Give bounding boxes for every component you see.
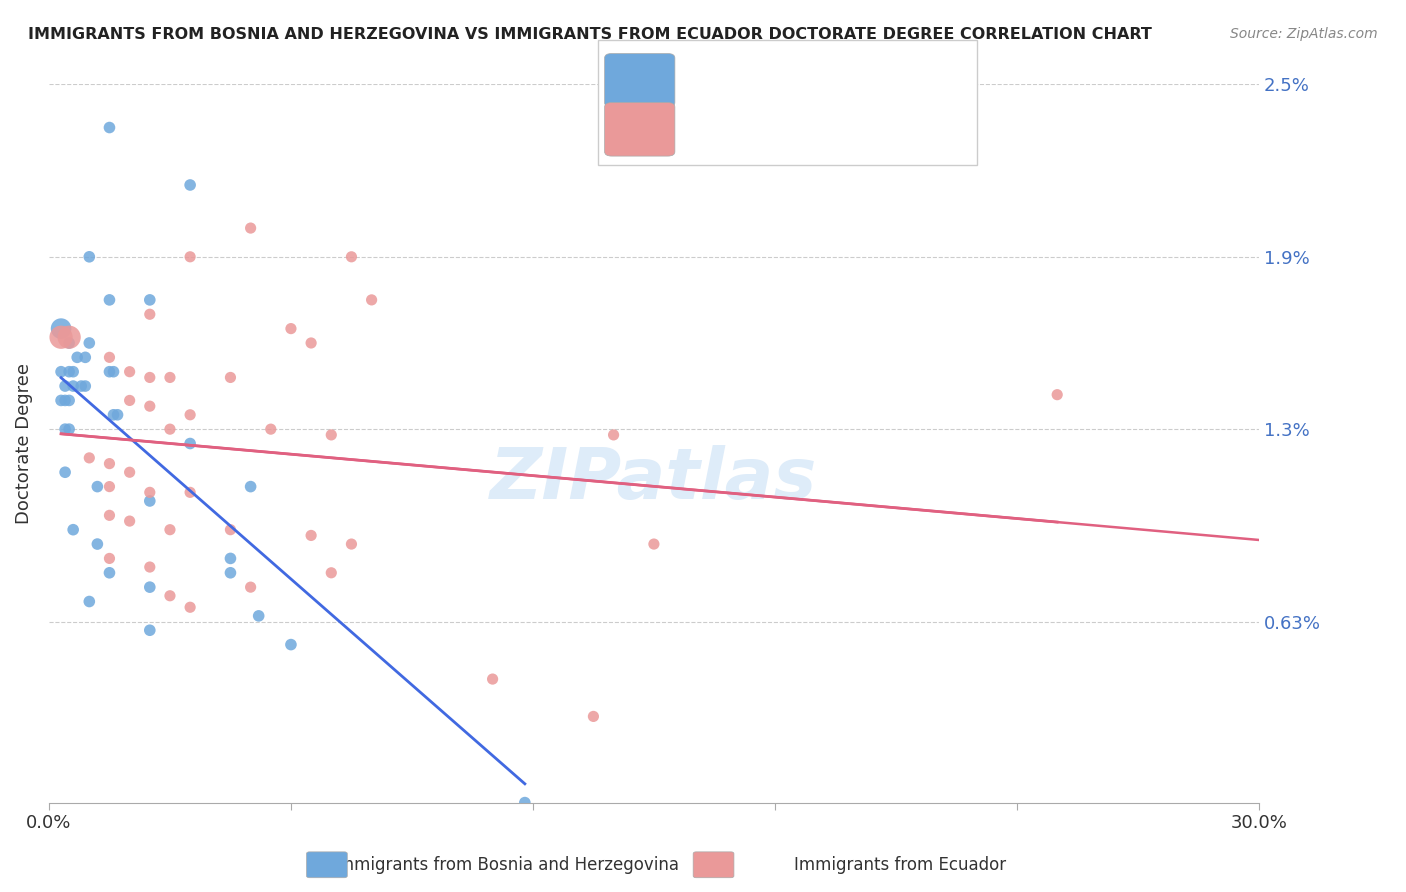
Point: [239, 580, 262, 594]
Point: [75, 379, 97, 393]
Point: [139, 624, 162, 638]
Point: [58, 336, 80, 351]
Point: [179, 178, 201, 192]
Text: Immigrants from Ecuador: Immigrants from Ecuador: [794, 856, 1005, 874]
Point: [118, 514, 141, 528]
Point: [62, 379, 84, 393]
Point: [118, 365, 141, 379]
Point: [79, 594, 101, 608]
Point: [179, 485, 201, 500]
Point: [118, 465, 141, 479]
Point: [49, 365, 72, 379]
Point: [139, 485, 162, 500]
Point: [1046, 387, 1069, 401]
Point: [247, 608, 270, 623]
Point: [239, 221, 262, 235]
Point: [219, 566, 242, 580]
Point: [179, 408, 201, 422]
Point: [481, 672, 503, 686]
Point: [53, 422, 76, 436]
Point: [98, 293, 121, 307]
Point: [340, 250, 363, 264]
Point: [53, 379, 76, 393]
Point: [58, 393, 80, 408]
Point: [179, 250, 201, 264]
Text: Source: ZipAtlas.com: Source: ZipAtlas.com: [1230, 27, 1378, 41]
Point: [340, 537, 363, 551]
Y-axis label: Doctorate Degree: Doctorate Degree: [15, 363, 32, 524]
Point: [62, 365, 84, 379]
Point: [98, 566, 121, 580]
Point: [70, 379, 93, 393]
Point: [139, 580, 162, 594]
Point: [139, 494, 162, 508]
Point: [513, 796, 536, 810]
Point: [118, 393, 141, 408]
Point: [159, 370, 181, 384]
Point: [159, 589, 181, 603]
Point: [49, 393, 72, 408]
Point: [602, 428, 624, 442]
Point: [58, 365, 80, 379]
Point: [98, 457, 121, 471]
Point: [62, 523, 84, 537]
Point: [103, 408, 125, 422]
Point: [139, 560, 162, 574]
Point: [280, 638, 302, 652]
Point: [98, 120, 121, 135]
Text: Immigrants from Bosnia and Herzegovina: Immigrants from Bosnia and Herzegovina: [333, 856, 679, 874]
Point: [159, 422, 181, 436]
Point: [79, 250, 101, 264]
Point: [98, 480, 121, 494]
Point: [66, 351, 89, 365]
Point: [86, 537, 108, 551]
Point: [98, 551, 121, 566]
Point: [321, 566, 343, 580]
Point: [219, 370, 242, 384]
Point: [582, 709, 605, 723]
Point: [75, 351, 97, 365]
Text: ZIPatlas: ZIPatlas: [491, 445, 818, 514]
Text: IMMIGRANTS FROM BOSNIA AND HERZEGOVINA VS IMMIGRANTS FROM ECUADOR DOCTORATE DEGR: IMMIGRANTS FROM BOSNIA AND HERZEGOVINA V…: [28, 27, 1152, 42]
Point: [179, 436, 201, 450]
Text: R = R = −0.225   N = N = 43: R = R = −0.225 N = N = 43: [679, 112, 943, 129]
Point: [239, 480, 262, 494]
Point: [98, 508, 121, 523]
Point: [86, 480, 108, 494]
Point: [79, 336, 101, 351]
Point: [98, 351, 121, 365]
Point: [53, 393, 76, 408]
Point: [360, 293, 382, 307]
Point: [139, 399, 162, 413]
Point: [139, 307, 162, 321]
Point: [260, 422, 283, 436]
Point: [139, 370, 162, 384]
Point: [139, 293, 162, 307]
Point: [280, 321, 302, 335]
Point: [58, 330, 80, 344]
Point: [49, 330, 72, 344]
Text: R = R = −0.514   N = N = 34: R = R = −0.514 N = N = 34: [679, 67, 943, 85]
Point: [179, 600, 201, 615]
Point: [103, 365, 125, 379]
Point: [98, 365, 121, 379]
Point: [49, 321, 72, 335]
Point: [643, 537, 665, 551]
Point: [79, 450, 101, 465]
Point: [321, 428, 343, 442]
Point: [219, 523, 242, 537]
Point: [53, 465, 76, 479]
Point: [58, 422, 80, 436]
Point: [159, 523, 181, 537]
Point: [299, 336, 322, 351]
Point: [219, 551, 242, 566]
Point: [107, 408, 129, 422]
Point: [299, 528, 322, 542]
